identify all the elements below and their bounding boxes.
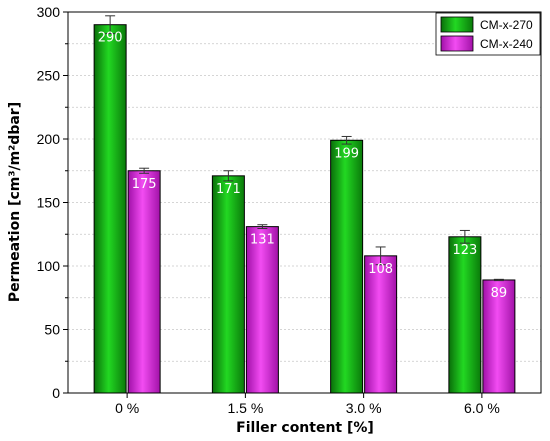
y-axis-ticks: 0 50 100 150 200 250 300 (37, 4, 68, 401)
x-tick-label: 6.0 % (464, 400, 500, 416)
x-tick-label: 0 % (115, 400, 139, 416)
data-label: 108 (368, 262, 393, 277)
y-tick-label: 300 (37, 4, 61, 20)
grid-lines (68, 43, 541, 362)
data-labels: 290 175 171 131 199 108 123 89 (98, 31, 507, 301)
bar-cm-x-240-3 (482, 279, 516, 394)
x-axis-ticks: 0 % 1.5 % 3.0 % 6.0 % (115, 393, 500, 416)
bar-cm-x-240-1 (245, 226, 279, 394)
x-tick-label: 1.5 % (227, 400, 263, 416)
bars (93, 24, 516, 394)
data-label: 171 (216, 182, 241, 197)
bar-cm-x-240-0 (127, 170, 161, 394)
data-label: 131 (250, 233, 275, 248)
bar-cm-x-270-1 (211, 175, 245, 394)
bar-cm-x-240-2 (364, 255, 398, 394)
bar-cm-x-270-3 (448, 236, 482, 394)
y-tick-label: 250 (37, 68, 61, 84)
data-label: 123 (452, 243, 477, 258)
y-tick-label: 200 (37, 131, 61, 147)
x-axis-title: Filler content [%] (236, 420, 374, 436)
y-tick-label: 0 (52, 385, 60, 401)
y-tick-label: 50 (44, 322, 60, 338)
legend-label: CM-x-270 (480, 18, 533, 32)
y-tick-label: 100 (37, 258, 61, 274)
legend-swatch (440, 16, 474, 33)
x-tick-label: 3.0 % (346, 400, 382, 416)
bar-cm-x-270-2 (330, 139, 364, 394)
error-bars (105, 15, 504, 282)
bar-cm-x-270-0 (93, 24, 127, 394)
legend: CM-x-270 CM-x-240 (435, 12, 541, 56)
legend-label: CM-x-240 (480, 37, 533, 51)
y-axis-title: Permeation [cm³/m²dbar] (7, 102, 23, 302)
data-label: 199 (334, 146, 359, 161)
data-label: 175 (132, 177, 157, 192)
data-label: 290 (98, 31, 123, 46)
data-label: 89 (491, 286, 508, 301)
y-tick-label: 150 (37, 195, 61, 211)
legend-swatch (440, 35, 474, 52)
